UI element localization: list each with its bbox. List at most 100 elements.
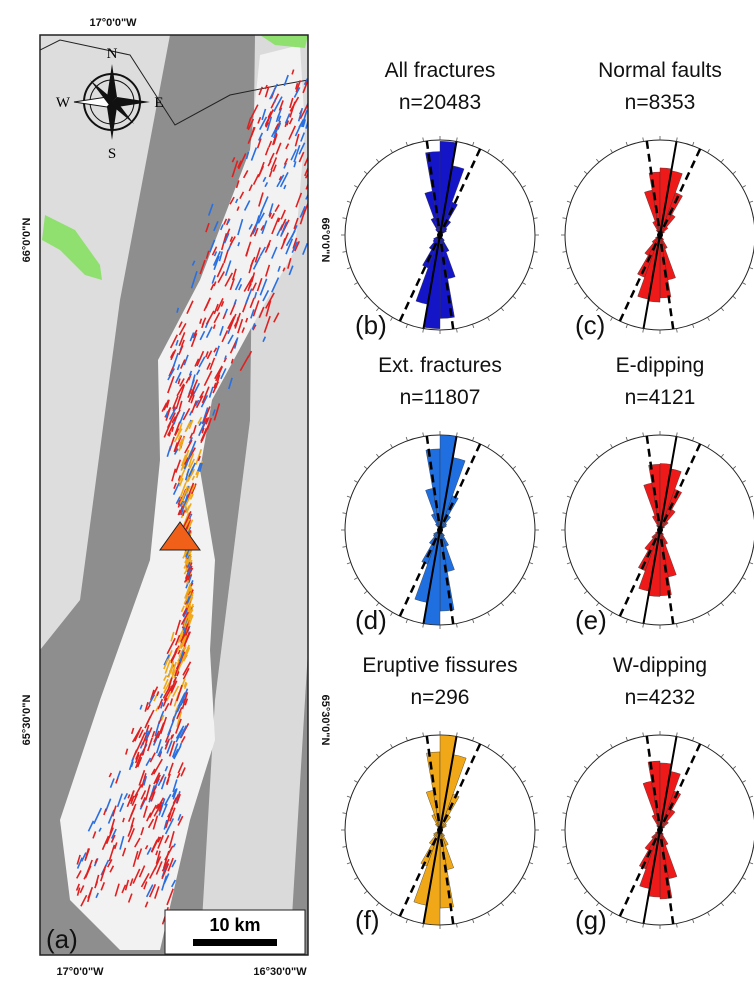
rose-tick (533, 217, 538, 219)
fracture (112, 805, 117, 817)
fracture (144, 845, 149, 850)
rose-tick (642, 432, 644, 437)
fracture (264, 181, 269, 188)
fracture (174, 371, 182, 384)
rose-tick (574, 780, 578, 783)
fracture (238, 284, 243, 291)
fracture (151, 730, 156, 738)
fracture (300, 132, 306, 142)
fracture (246, 117, 252, 130)
fracture (110, 828, 117, 839)
fracture (116, 793, 123, 808)
fracture (155, 774, 161, 784)
rose-tick (346, 562, 351, 565)
fracture (186, 300, 194, 315)
fracture (183, 595, 189, 605)
fracture (162, 697, 168, 707)
rose-tick (346, 495, 351, 498)
rose-count: n=296 (411, 686, 470, 709)
fracture (254, 247, 261, 263)
fracture (265, 292, 275, 309)
rose-tick (422, 432, 424, 437)
fracture (153, 730, 160, 743)
fracture (98, 827, 102, 832)
fracture (191, 374, 196, 385)
fracture (152, 815, 159, 830)
fracture (176, 684, 183, 702)
fracture (199, 390, 205, 399)
fracture (257, 116, 262, 124)
fracture (157, 835, 164, 849)
fracture (125, 748, 129, 755)
fracture (280, 209, 286, 220)
fracture (80, 894, 88, 907)
rose-tick (720, 753, 724, 758)
rose-tick (405, 619, 408, 624)
fracture (130, 817, 135, 829)
rose-tick (456, 923, 458, 928)
fracture (284, 113, 291, 124)
fracture (183, 682, 188, 690)
fracture (224, 355, 227, 360)
fracture (166, 692, 172, 702)
fracture (258, 192, 264, 207)
fracture (192, 424, 197, 434)
rose-petal (644, 829, 661, 851)
fracture (146, 812, 152, 822)
rose-tick (732, 590, 737, 594)
fracture (134, 754, 140, 764)
fracture (187, 574, 191, 581)
fracture (231, 160, 239, 178)
fracture (283, 162, 287, 169)
fracture (172, 779, 178, 793)
fracture (76, 887, 81, 896)
rose-tick (456, 328, 458, 333)
rose-count: n=11807 (400, 386, 481, 409)
rose-tick (692, 736, 695, 741)
rose-tick (529, 862, 534, 865)
fracture (160, 714, 165, 722)
fracture (277, 217, 281, 223)
fracture (289, 101, 296, 118)
fracture (175, 394, 182, 410)
fracture (153, 856, 162, 870)
fracture (201, 317, 207, 326)
rose-petal (644, 529, 661, 551)
rose-tick (354, 877, 358, 880)
rose-tick (422, 623, 424, 628)
fracture (171, 788, 177, 798)
fracture (300, 110, 308, 128)
rose-tick (720, 453, 724, 458)
rose-tick (583, 295, 588, 299)
fracture (201, 386, 210, 404)
fracture (175, 339, 179, 346)
rose-tick (583, 890, 588, 894)
fracture (290, 148, 297, 161)
rose-tick (512, 466, 517, 470)
fracture (171, 733, 175, 739)
fracture (177, 815, 184, 826)
fracture (191, 469, 195, 475)
fracture (285, 238, 294, 255)
fracture (191, 475, 196, 481)
rose-tick (562, 512, 567, 514)
fracture (183, 493, 192, 508)
rose-tick (522, 780, 526, 783)
rose-title: Ext. fractures (378, 354, 502, 377)
fracture (186, 585, 193, 598)
fracture (220, 224, 224, 231)
rose-tick (610, 912, 613, 916)
fracture (233, 337, 239, 349)
fracture (198, 421, 206, 437)
fracture (164, 659, 171, 674)
fracture (298, 142, 306, 155)
fracture (248, 259, 254, 274)
fracture (182, 667, 190, 680)
fracture (243, 276, 254, 292)
fracture (213, 251, 218, 257)
rose-tick (376, 602, 380, 607)
fracture (180, 605, 185, 613)
fracture (224, 272, 234, 287)
fracture (161, 863, 170, 880)
rose-tick (472, 736, 475, 741)
